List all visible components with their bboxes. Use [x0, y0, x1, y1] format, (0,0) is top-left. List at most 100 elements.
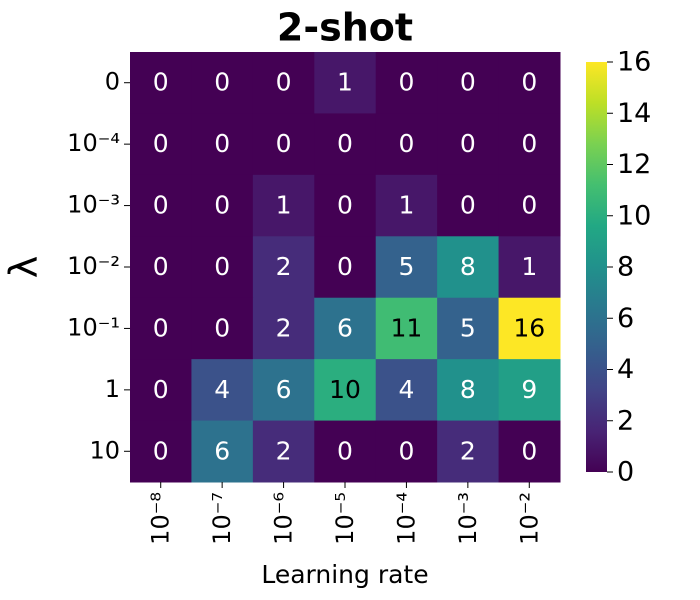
x-tick-label: 10⁻⁴ [392, 492, 420, 545]
heatmap-cell [130, 297, 192, 360]
cell-value: 0 [153, 129, 169, 158]
cell-value: 1 [276, 191, 292, 220]
heatmap-cell [252, 236, 315, 299]
heatmap-cell [437, 359, 500, 422]
cell-value: 0 [153, 313, 169, 342]
cell-value: 0 [521, 129, 537, 158]
heatmap-cell [191, 52, 254, 114]
cell-value: 0 [214, 252, 230, 281]
heatmap-cell [437, 113, 500, 176]
heatmap-cell [252, 113, 315, 176]
heatmap-cell [130, 420, 192, 483]
y-tick-label: 1 [105, 375, 120, 403]
cell-value: 9 [521, 375, 537, 404]
cell-value: 0 [153, 68, 169, 97]
heatmap-cell [375, 420, 438, 483]
cell-value: 10 [329, 375, 361, 404]
cell-value: 6 [337, 313, 353, 342]
heatmap-cell [375, 236, 438, 299]
x-tick-label: 10⁻⁸ [147, 492, 175, 545]
x-tick-label: 10⁻⁶ [270, 492, 298, 545]
heatmap-cell [252, 52, 315, 114]
cell-value: 0 [214, 191, 230, 220]
heatmap-cell [314, 174, 377, 237]
heatmap-cell [130, 113, 192, 176]
cell-value: 5 [460, 313, 476, 342]
heatmap-cell [498, 52, 561, 114]
heatmap-cell [252, 359, 315, 422]
cell-value: 0 [460, 129, 476, 158]
cell-value: 0 [153, 191, 169, 220]
colorbar-tick-label: 6 [617, 303, 634, 334]
heatmap-cell [498, 174, 561, 237]
heatmap-cell [498, 297, 561, 360]
heatmap-cell [375, 52, 438, 114]
heatmap-cell [130, 174, 192, 237]
heatmap-cell [191, 359, 254, 422]
heatmap-cell [191, 174, 254, 237]
cell-value: 0 [337, 436, 353, 465]
heatmap-cell [191, 113, 254, 176]
heatmap-cell [252, 174, 315, 237]
y-tick-label: 10⁻¹ [67, 313, 120, 341]
cell-value: 6 [276, 375, 292, 404]
y-tick-label: 10⁻⁴ [67, 129, 120, 157]
cell-value: 6 [214, 436, 230, 465]
heatmap-cell [437, 236, 500, 299]
cell-value: 0 [460, 68, 476, 97]
heatmap-cell [130, 359, 192, 422]
heatmap-cell [314, 113, 377, 176]
colorbar-tick-label: 8 [617, 252, 634, 283]
cell-value: 0 [276, 129, 292, 158]
cell-value: 0 [337, 191, 353, 220]
heatmap-cell [314, 52, 377, 114]
heatmap-cell [130, 236, 192, 299]
cell-value: 5 [398, 252, 414, 281]
heatmap-cell [437, 297, 500, 360]
cell-value: 4 [214, 375, 230, 404]
heatmap-cell [314, 359, 377, 422]
cell-value: 2 [460, 436, 476, 465]
heatmap-cell [314, 420, 377, 483]
cell-value: 8 [460, 252, 476, 281]
cell-value: 0 [460, 191, 476, 220]
cell-value: 8 [460, 375, 476, 404]
heatmap-cell [437, 420, 500, 483]
heatmap-cell [498, 236, 561, 299]
cell-value: 0 [337, 252, 353, 281]
cell-value: 0 [214, 129, 230, 158]
y-tick-label: 10⁻² [67, 252, 120, 280]
heatmap-cell [191, 236, 254, 299]
colorbar-tick-label: 4 [617, 354, 634, 385]
cell-value: 0 [521, 191, 537, 220]
cell-value: 0 [398, 68, 414, 97]
cell-value: 11 [391, 313, 423, 342]
cell-value: 2 [276, 436, 292, 465]
colorbar-tick-label: 16 [617, 47, 651, 78]
cell-value: 0 [153, 252, 169, 281]
colorbar-tick-label: 12 [617, 149, 651, 180]
heatmap-cell [375, 174, 438, 237]
cell-value: 2 [276, 252, 292, 281]
heatmap-cell [252, 297, 315, 360]
colorbar [586, 62, 607, 472]
chart-title: 2-shot [277, 6, 413, 50]
heatmap-cell [130, 52, 192, 114]
y-tick-label: 10⁻³ [67, 191, 120, 219]
cell-value: 0 [398, 436, 414, 465]
colorbar-tick-label: 14 [617, 98, 651, 129]
heatmap-cell [437, 174, 500, 237]
colorbar-tick-label: 2 [617, 405, 634, 436]
colorbar-tick-label: 10 [617, 200, 651, 231]
cell-value: 0 [521, 436, 537, 465]
heatmap-cell [375, 113, 438, 176]
heatmap-cell [191, 297, 254, 360]
cell-value: 0 [337, 129, 353, 158]
cell-value: 0 [214, 313, 230, 342]
cell-value: 4 [398, 375, 414, 404]
heatmap-cell [191, 420, 254, 483]
heatmap-cell [314, 297, 377, 360]
x-tick-label: 10⁻⁵ [331, 492, 359, 545]
y-tick-label: 10 [89, 436, 120, 464]
cell-value: 2 [276, 313, 292, 342]
